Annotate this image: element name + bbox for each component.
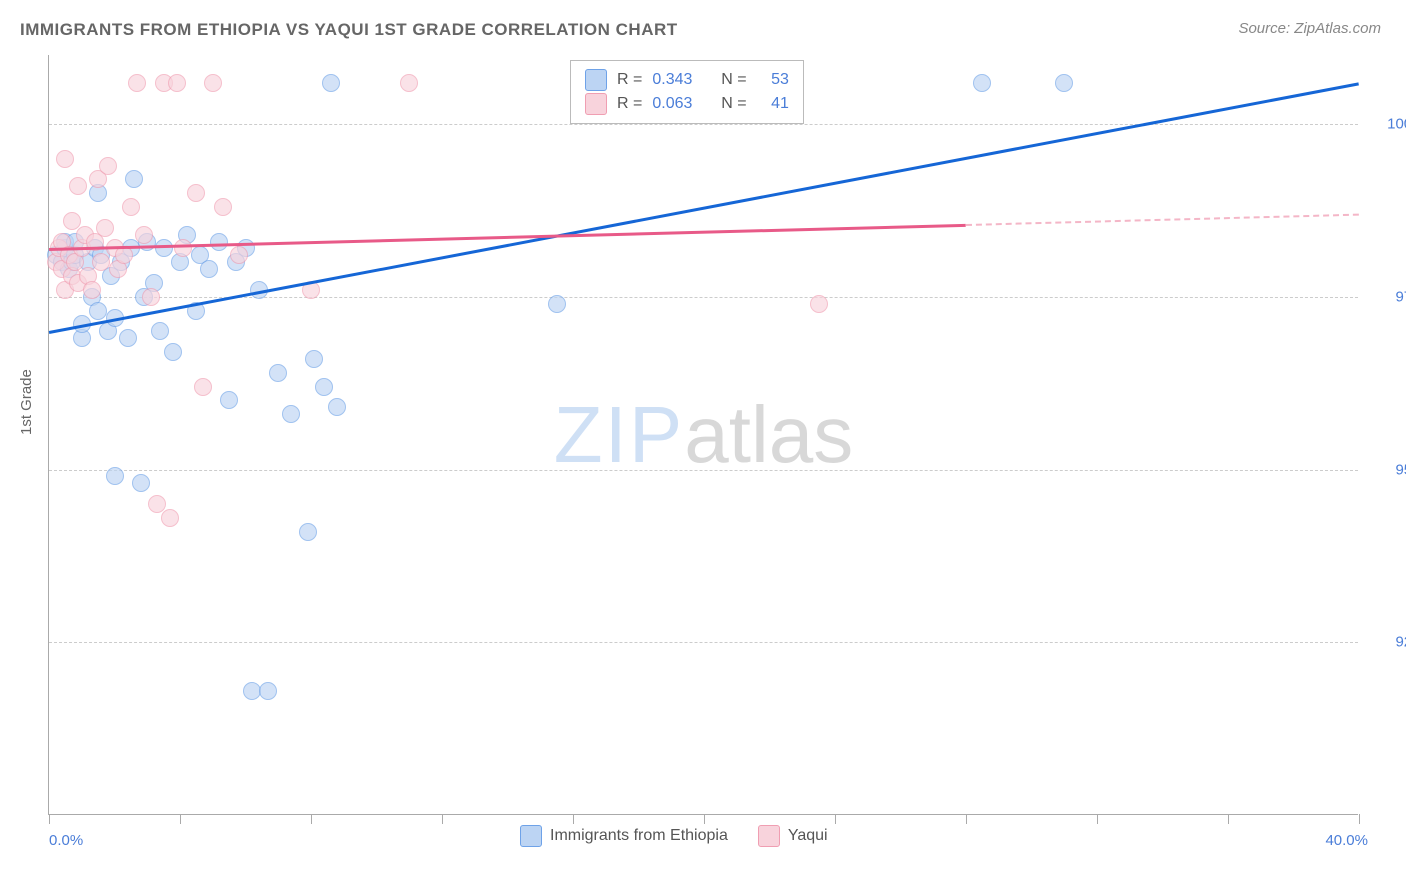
scatter-point (174, 239, 192, 257)
scatter-point (973, 74, 991, 92)
x-tick (1097, 814, 1098, 824)
scatter-point (119, 329, 137, 347)
legend-swatch-pink (758, 825, 780, 847)
watermark: ZIPatlas (554, 389, 853, 481)
x-tick (442, 814, 443, 824)
legend-stats-row: R = 0.343 N = 53 (585, 69, 789, 91)
scatter-point (99, 157, 117, 175)
scatter-point (548, 295, 566, 313)
scatter-point (151, 322, 169, 340)
y-tick-label: 95.0% (1395, 461, 1406, 478)
scatter-point (122, 198, 140, 216)
r-label: R = (617, 95, 642, 113)
scatter-point (243, 682, 261, 700)
scatter-point (164, 343, 182, 361)
x-tick (311, 814, 312, 824)
x-tick (835, 814, 836, 824)
scatter-point (810, 295, 828, 313)
scatter-point (210, 233, 228, 251)
x-tick (1228, 814, 1229, 824)
scatter-point (96, 219, 114, 237)
x-axis-max-label: 40.0% (1325, 832, 1368, 849)
scatter-point (400, 74, 418, 92)
scatter-point (204, 74, 222, 92)
legend-swatch-pink (585, 93, 607, 115)
legend-item: Yaqui (758, 825, 828, 847)
x-tick (180, 814, 181, 824)
scatter-point (282, 405, 300, 423)
gridline (49, 470, 1358, 471)
scatter-point (194, 378, 212, 396)
scatter-point (83, 281, 101, 299)
n-value: 41 (771, 95, 789, 113)
scatter-point (230, 246, 248, 264)
scatter-point (128, 74, 146, 92)
x-tick (1359, 814, 1360, 824)
r-label: R = (617, 71, 642, 89)
gridline (49, 297, 1358, 298)
scatter-point (125, 170, 143, 188)
scatter-point (69, 177, 87, 195)
plot-area: 0.0% 40.0% ZIPatlas 92.5%95.0%97.5%100.0… (48, 55, 1358, 815)
scatter-point (1055, 74, 1073, 92)
legend-stats: R = 0.343 N = 53 R = 0.063 N = 41 (570, 60, 804, 124)
y-tick-label: 100.0% (1387, 116, 1406, 133)
scatter-point (168, 74, 186, 92)
scatter-point (259, 682, 277, 700)
gridline (49, 642, 1358, 643)
scatter-point (161, 509, 179, 527)
source-label: Source: ZipAtlas.com (1238, 20, 1381, 37)
chart-title: IMMIGRANTS FROM ETHIOPIA VS YAQUI 1ST GR… (20, 20, 678, 40)
scatter-point (142, 288, 160, 306)
scatter-point (132, 474, 150, 492)
x-tick (704, 814, 705, 824)
scatter-point (187, 184, 205, 202)
watermark-atlas: atlas (684, 390, 853, 479)
scatter-point (322, 74, 340, 92)
scatter-point (269, 364, 287, 382)
scatter-point (299, 523, 317, 541)
legend-label: Yaqui (788, 827, 828, 845)
scatter-point (106, 467, 124, 485)
scatter-point (305, 350, 323, 368)
legend-swatch-blue (520, 825, 542, 847)
x-axis-min-label: 0.0% (49, 832, 83, 849)
legend-series: Immigrants from Ethiopia Yaqui (520, 825, 828, 847)
scatter-point (92, 253, 110, 271)
scatter-point (135, 226, 153, 244)
legend-label: Immigrants from Ethiopia (550, 827, 728, 845)
legend-item: Immigrants from Ethiopia (520, 825, 728, 847)
x-tick (49, 814, 50, 824)
scatter-point (115, 246, 133, 264)
y-tick-label: 97.5% (1395, 288, 1406, 305)
scatter-point (214, 198, 232, 216)
x-tick (966, 814, 967, 824)
legend-swatch-blue (585, 69, 607, 91)
n-value: 53 (771, 71, 789, 89)
trend-line-dashed (966, 214, 1359, 226)
scatter-point (155, 239, 173, 257)
y-tick-label: 92.5% (1395, 634, 1406, 651)
scatter-point (89, 302, 107, 320)
gridline (49, 124, 1358, 125)
legend-stats-row: R = 0.063 N = 41 (585, 93, 789, 115)
scatter-point (328, 398, 346, 416)
scatter-point (315, 378, 333, 396)
n-label: N = (721, 95, 746, 113)
y-axis-title: 1st Grade (18, 369, 35, 435)
watermark-zip: ZIP (554, 390, 684, 479)
r-value: 0.343 (652, 71, 692, 89)
n-label: N = (721, 71, 746, 89)
x-tick (573, 814, 574, 824)
scatter-point (200, 260, 218, 278)
scatter-point (220, 391, 238, 409)
scatter-point (56, 150, 74, 168)
r-value: 0.063 (652, 95, 692, 113)
